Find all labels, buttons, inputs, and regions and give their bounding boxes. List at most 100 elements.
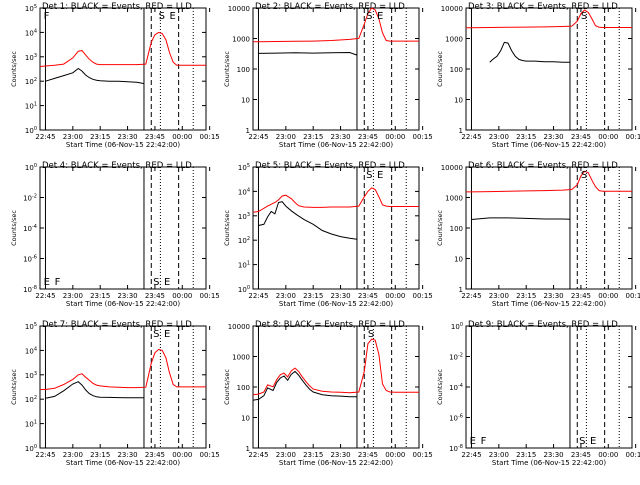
x-axis-label: Start Time (06-Nov-15 22:42:00) bbox=[279, 459, 393, 467]
event-marker-label: E bbox=[470, 436, 476, 447]
y-tick-label: 105 bbox=[25, 322, 37, 331]
x-tick-label: 23:00 bbox=[276, 292, 296, 300]
detector-panel-4: Det 4: BLACK = Events, RED = LLD 10-8 10-6… bbox=[10, 161, 220, 308]
panel-title: Det 3: BLACK = Events, RED = LLD bbox=[468, 2, 618, 12]
x-tick-label: 00:15 bbox=[200, 292, 220, 300]
y-tick-label: 105 bbox=[25, 4, 37, 13]
y-axis-label: Counts/sec bbox=[10, 369, 18, 405]
event-marker-label: F bbox=[481, 436, 487, 447]
y-tick-label: 104 bbox=[25, 28, 37, 37]
panel-title: Det 5: BLACK = Events, RED = LLD bbox=[255, 161, 405, 171]
y-tick-label: 105 bbox=[238, 163, 250, 172]
y-tick-label: 100 bbox=[450, 66, 463, 74]
lld-series-line bbox=[252, 187, 419, 213]
x-tick-label: 22:45 bbox=[461, 451, 481, 459]
x-tick-label: 23:45 bbox=[145, 133, 165, 141]
x-tick-label: 00:15 bbox=[200, 133, 220, 141]
y-tick-label: 101 bbox=[25, 102, 37, 111]
y-tick-label: 10-4 bbox=[23, 224, 37, 233]
lld-series-line bbox=[252, 338, 419, 396]
event-marker-label: E bbox=[377, 170, 383, 181]
x-axis-label: Start Time (06-Nov-15 22:42:00) bbox=[492, 141, 606, 149]
y-tick-label: 100 bbox=[237, 384, 250, 392]
y-tick-label: 100 bbox=[25, 126, 37, 135]
event-marker-label: S bbox=[159, 11, 165, 22]
panel-title: Det 1: BLACK = Events, RED = LLD bbox=[42, 2, 192, 12]
x-tick-label: 00:15 bbox=[626, 451, 640, 459]
event-marker-label: E bbox=[590, 436, 596, 447]
y-tick-label: 100 bbox=[238, 285, 250, 294]
detector-panel-3: Det 3: BLACK = Events, RED = LLD 1 10 100 10… bbox=[436, 2, 640, 149]
x-tick-label: 22:45 bbox=[35, 451, 55, 459]
y-tick-label: 102 bbox=[25, 395, 37, 404]
plot-area bbox=[252, 325, 420, 449]
y-tick-label: 10-2 bbox=[449, 353, 463, 362]
y-tick-label: 100 bbox=[451, 322, 463, 331]
x-axis-label: Start Time (06-Nov-15 22:42:00) bbox=[66, 459, 180, 467]
events-series-line bbox=[471, 217, 571, 220]
x-tick-label: 00:15 bbox=[626, 292, 640, 300]
x-tick-label: 00:15 bbox=[413, 133, 433, 141]
y-tick-label: 100 bbox=[25, 444, 37, 453]
x-tick-label: 23:00 bbox=[489, 292, 509, 300]
y-tick-label: 104 bbox=[238, 187, 250, 196]
events-series-line bbox=[45, 67, 145, 85]
y-tick-label: 10-2 bbox=[23, 194, 37, 203]
x-tick-label: 23:30 bbox=[330, 292, 350, 300]
detector-panel-6: Det 6: BLACK = Events, RED = LLD 1 10 100 10… bbox=[436, 161, 640, 308]
y-tick-label: 10000 bbox=[228, 5, 250, 13]
lld-series-line bbox=[39, 31, 206, 67]
y-tick-label: 1 bbox=[459, 286, 463, 294]
x-tick-label: 23:45 bbox=[358, 451, 378, 459]
event-marker-label: S bbox=[579, 436, 585, 447]
event-marker-label: S bbox=[581, 170, 587, 181]
panel-title: Det 8: BLACK = Events, RED = LLD bbox=[255, 320, 405, 330]
x-tick-label: 23:45 bbox=[358, 292, 378, 300]
y-tick-label: 102 bbox=[25, 77, 37, 86]
x-axis-label: Start Time (06-Nov-15 22:42:00) bbox=[279, 141, 393, 149]
y-tick-label: 10 bbox=[454, 97, 463, 105]
y-axis-label: Counts/sec bbox=[436, 369, 444, 405]
y-tick-label: 10000 bbox=[228, 323, 250, 331]
y-tick-label: 100 bbox=[237, 66, 250, 74]
panel-title: Det 4: BLACK = Events, RED = LLD bbox=[42, 161, 192, 171]
y-tick-label: 1000 bbox=[232, 36, 250, 44]
x-tick-label: 23:00 bbox=[276, 133, 296, 141]
y-tick-label: 10 bbox=[241, 97, 250, 105]
x-tick-label: 23:15 bbox=[90, 451, 110, 459]
x-axis-label: Start Time (06-Nov-15 22:42:00) bbox=[492, 300, 606, 308]
events-series-line bbox=[258, 201, 358, 240]
y-tick-label: 10 bbox=[241, 415, 250, 423]
events-series-line bbox=[258, 51, 358, 56]
y-tick-label: 103 bbox=[238, 212, 250, 221]
x-tick-label: 22:45 bbox=[35, 133, 55, 141]
x-tick-label: 23:45 bbox=[145, 451, 165, 459]
event-marker-label: S bbox=[153, 329, 159, 340]
x-tick-label: 23:15 bbox=[303, 451, 323, 459]
x-tick-label: 22:45 bbox=[461, 292, 481, 300]
y-tick-label: 1 bbox=[246, 127, 250, 135]
plot-area bbox=[39, 166, 207, 290]
event-marker-label: E bbox=[164, 277, 170, 288]
y-tick-label: 10-4 bbox=[449, 383, 463, 392]
x-axis-label: Start Time (06-Nov-15 22:42:00) bbox=[492, 459, 606, 467]
detector-panel-7: Det 7: BLACK = Events, RED = LLD 100 101 10… bbox=[10, 320, 220, 467]
x-tick-label: 23:15 bbox=[303, 292, 323, 300]
lld-series-line bbox=[466, 170, 632, 193]
x-tick-label: 00:00 bbox=[598, 133, 618, 141]
plot-area bbox=[465, 166, 633, 290]
x-tick-label: 23:45 bbox=[571, 292, 591, 300]
y-tick-label: 1000 bbox=[445, 195, 463, 203]
x-tick-label: 00:00 bbox=[385, 133, 405, 141]
event-marker-label: S bbox=[368, 329, 374, 340]
y-tick-label: 103 bbox=[25, 371, 37, 380]
event-marker-label: E bbox=[170, 11, 176, 22]
y-tick-label: 1000 bbox=[445, 36, 463, 44]
event-marker-label: E bbox=[377, 11, 383, 22]
x-tick-label: 22:45 bbox=[461, 133, 481, 141]
event-marker-label: S bbox=[366, 11, 372, 22]
y-tick-label: 104 bbox=[25, 346, 37, 355]
x-tick-label: 22:45 bbox=[248, 451, 268, 459]
